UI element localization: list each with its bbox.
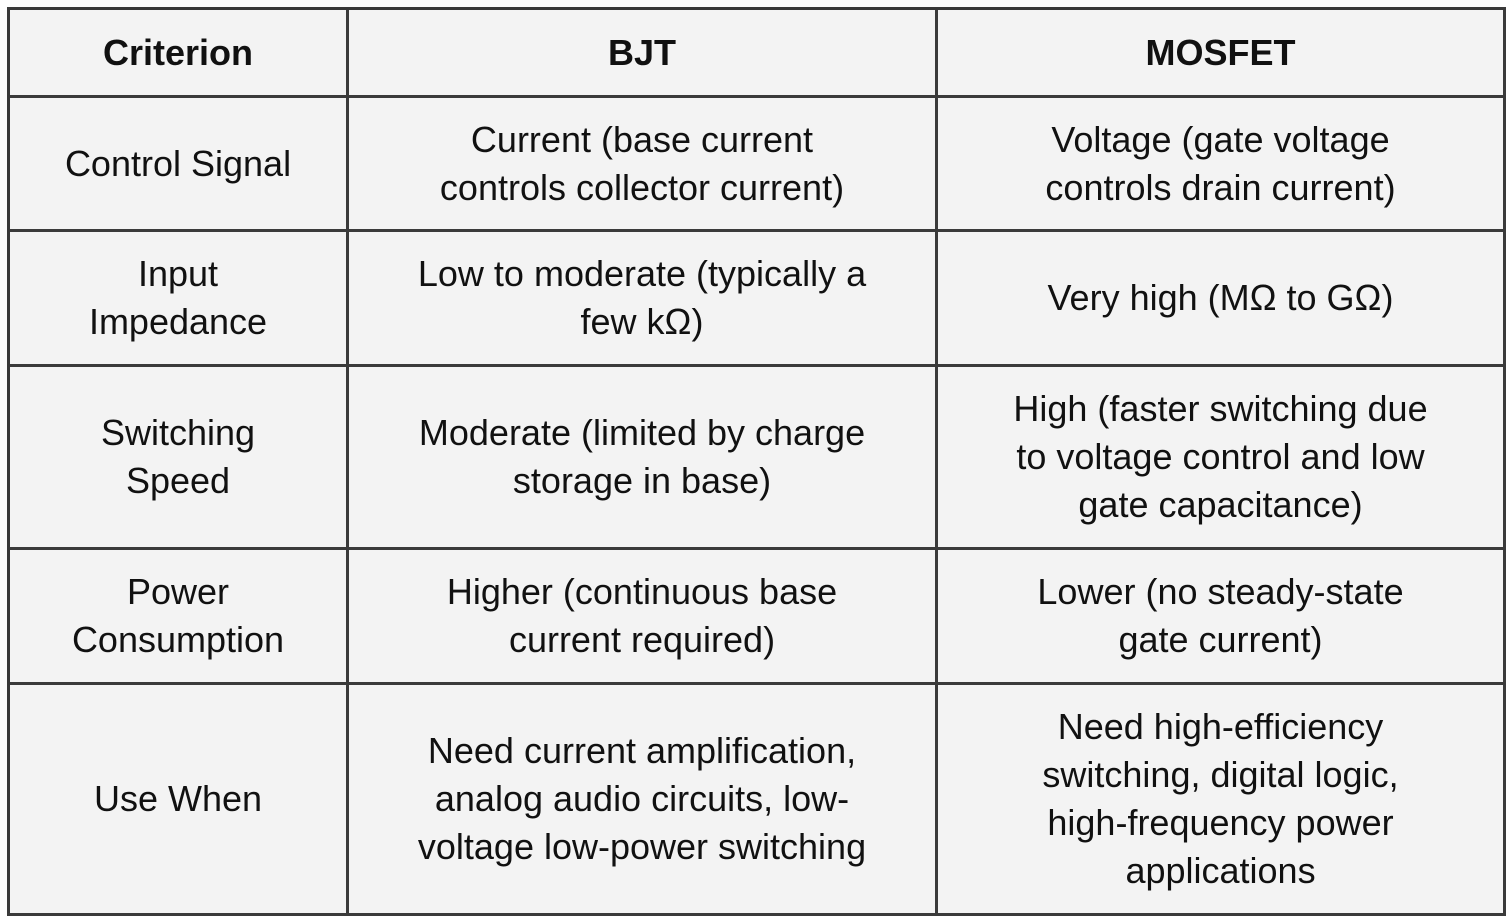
cell-text-line: High (faster switching due [1013,388,1428,429]
cell-text-line: Voltage (gate voltage [1051,118,1390,160]
table-cell: High (faster switching due to voltage con… [935,364,1506,550]
table-cell: Higher (continuous base current required) [346,547,938,685]
table-cell: Very high (MΩ to GΩ) [935,229,1506,367]
cell-text-line: Speed [125,460,231,501]
table-row: Power Consumption Higher (continuous base c… [7,547,1506,685]
cell-text-line: gate current) [1118,619,1323,660]
cell-text-line: few kΩ) [580,301,704,342]
table-cell: Need high-efficiency switching, digital l… [935,682,1506,916]
cell-text-line: Use When [93,778,263,819]
cell-text-line: Input [137,253,219,294]
table-cell: Power Consumption [7,547,349,685]
table-wrapper: Criterion BJT MOSFET Control Signal Current … [7,7,1506,916]
cell-text-line: Current (base current [470,118,814,160]
cell-text-line: Moderate (limited by charge [418,412,866,453]
cell-text-line: Higher (continuous base [446,571,838,612]
cell-text-line: Switching [100,412,256,453]
cell-text-line: Control Signal [64,142,292,184]
cell-text-line: to voltage control and low [1016,436,1425,477]
table-cell: Control Signal [7,95,349,232]
cell-text-line: Low to moderate (typically a [417,253,867,294]
table-cell: Lower (no steady-state gate current) [935,547,1506,685]
cell-text-line: high-frequency power [1047,802,1394,843]
header-row: Criterion BJT MOSFET [7,7,1506,98]
cell-text-line: storage in base) [512,460,772,501]
table-cell: Switching Speed [7,364,349,550]
header-cell: MOSFET [935,7,1506,98]
cell-text-line: controls drain current) [1045,166,1396,208]
table-cell: Current (base current controls collector … [346,95,938,232]
cell-text-line: Power [126,571,230,612]
cell-text-line: Lower (no steady-state [1037,571,1404,612]
table-row: Switching Speed Moderate (limited by charg… [7,364,1506,550]
table-cell: Voltage (gate voltage controls drain curr… [935,95,1506,232]
cell-text-line: current required) [508,619,776,660]
header-cell: Criterion [7,7,349,98]
cell-text-line: analog audio circuits, low- [434,778,850,819]
comparison-table: Criterion BJT MOSFET Control Signal Current … [7,7,1506,916]
table-cell: Use When [7,682,349,916]
table-row: Input Impedance Low to moderate (typically… [7,229,1506,367]
cell-text-line: gate capacitance) [1078,484,1363,525]
table-row: Use When Need current amplification, analo… [7,682,1506,916]
table-cell: Input Impedance [7,229,349,367]
cell-text-line: Consumption [71,619,285,660]
header-cell: BJT [346,7,938,98]
table-cell: Need current amplification, analog audio … [346,682,938,916]
cell-text-line: Need current amplification, [427,730,857,771]
cell-text-line: controls collector current) [439,166,845,208]
cell-text-line: switching, digital logic, [1042,754,1399,795]
cell-text-line: Need high-efficiency [1057,706,1384,747]
cell-text-line: voltage low-power switching [417,826,867,867]
table-cell: Moderate (limited by charge storage in ba… [346,364,938,550]
cell-text-line: applications [1125,850,1316,891]
table-row: Control Signal Current (base current contr… [7,95,1506,232]
table-cell: Low to moderate (typically a few kΩ) [346,229,938,367]
cell-text-line: Very high (MΩ to GΩ) [1047,277,1394,318]
cell-text-line: Impedance [88,301,268,342]
